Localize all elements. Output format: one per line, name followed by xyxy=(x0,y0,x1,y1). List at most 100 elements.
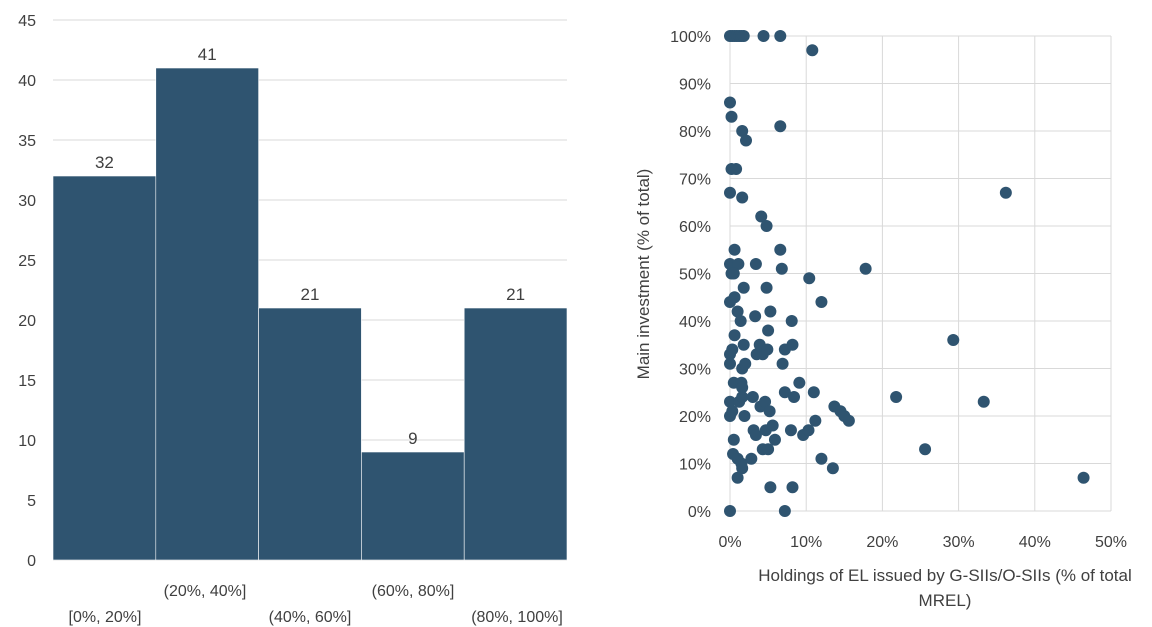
scatter-point xyxy=(807,386,820,399)
scatter-point xyxy=(764,305,777,318)
histogram-bar xyxy=(361,451,465,561)
scatter-point xyxy=(919,443,932,456)
scatter-point xyxy=(890,391,903,403)
bar-y-tick-label: 45 xyxy=(18,13,36,30)
bar-data-label: 21 xyxy=(301,285,320,304)
scatter-point xyxy=(737,338,750,351)
bar-data-label: 41 xyxy=(198,45,217,64)
scatter-y-tick-label: 90% xyxy=(679,77,711,94)
scatter-point xyxy=(724,96,736,109)
scatter-y-tick-label: 80% xyxy=(679,124,711,141)
scatter-point xyxy=(727,267,740,280)
scatter-point xyxy=(1077,471,1090,484)
bar-y-tick-label: 0 xyxy=(27,553,36,570)
scatter-point xyxy=(736,381,749,394)
scatter-point xyxy=(763,405,776,418)
scatter-point xyxy=(745,452,758,465)
bar-category-label: [0%, 20%] xyxy=(69,609,142,626)
scatter-x-tick-label: 0% xyxy=(718,534,741,551)
y-axis-title: Main investment (% of total) xyxy=(634,169,653,380)
scatter-x-tick-label: 40% xyxy=(1019,534,1051,551)
scatter-y-tick-label: 20% xyxy=(679,409,711,426)
scatter-y-tick-label: 100% xyxy=(670,29,711,46)
bar-y-tick-label: 25 xyxy=(18,253,36,270)
bar-y-tick-label: 5 xyxy=(27,493,36,510)
scatter-point xyxy=(775,262,788,275)
scatter-x-tick-label: 10% xyxy=(790,534,822,551)
scatter-point xyxy=(842,414,855,427)
scatter-point xyxy=(760,220,773,232)
scatter-point xyxy=(728,291,741,304)
scatter-y-tick-label: 60% xyxy=(679,219,711,236)
scatter-point xyxy=(803,272,816,285)
scatter-x-tick-label: 30% xyxy=(943,534,975,551)
scatter-point xyxy=(761,343,774,356)
scatter-point xyxy=(732,258,745,270)
x-axis-title: Holdings of EL issued by G-SIIs/O-SIIs (… xyxy=(758,566,1132,585)
histogram-chart: 0 5 10 15 20 25 30 35 40 45 32 41 21 9 21 [0%, 20%] (2… xyxy=(18,13,568,626)
scatter-point xyxy=(731,471,744,484)
bar-category-label: (60%, 80%] xyxy=(372,583,455,600)
scatter-point xyxy=(728,243,741,256)
scatter-point xyxy=(784,424,797,437)
scatter-y-tick-label: 40% xyxy=(679,314,711,331)
scatter-point xyxy=(778,505,791,517)
scatter-point xyxy=(947,334,960,346)
bar-y-tick-label: 15 xyxy=(18,373,36,390)
scatter-point xyxy=(731,305,744,318)
scatter-point xyxy=(760,281,773,294)
scatter-point xyxy=(815,296,828,308)
scatter-point xyxy=(859,262,872,275)
scatter-point xyxy=(738,410,751,422)
histogram-bar xyxy=(258,307,362,561)
scatter-point xyxy=(749,429,762,441)
histogram-bar xyxy=(52,175,157,561)
scatter-point xyxy=(736,125,749,137)
scatter-point xyxy=(728,329,741,342)
x-axis-title-line-2: MREL) xyxy=(919,591,972,610)
scatter-point xyxy=(746,391,759,403)
scatter-y-tick-label: 10% xyxy=(679,457,711,474)
scatter-point xyxy=(739,357,752,370)
scatter-point xyxy=(749,310,762,323)
scatter-point xyxy=(749,258,762,270)
scatter-point xyxy=(766,419,779,432)
scatter-point xyxy=(786,338,799,351)
scatter-point xyxy=(788,391,801,403)
scatter-point xyxy=(724,505,736,517)
scatter-point xyxy=(725,110,738,123)
scatter-point xyxy=(757,30,770,42)
scatter-x-tick-label: 20% xyxy=(866,534,898,551)
scatter-point xyxy=(764,481,777,494)
scatter-point xyxy=(737,30,750,42)
scatter-point xyxy=(826,462,839,475)
bar-category-label: (40%, 60%] xyxy=(269,609,352,626)
scatter-point xyxy=(736,391,749,403)
scatter-point xyxy=(724,395,736,408)
scatter-point xyxy=(736,462,749,475)
scatter-point xyxy=(802,424,815,437)
histogram-bar xyxy=(463,307,568,561)
bar-data-label: 21 xyxy=(506,285,525,304)
scatter-y-tick-label: 70% xyxy=(679,172,711,189)
scatter-point xyxy=(785,315,798,327)
scatter-point xyxy=(730,163,743,175)
scatter-point xyxy=(762,443,775,456)
scatter-point xyxy=(815,452,828,465)
scatter-point xyxy=(774,30,787,42)
scatter-chart: 0% 10% 20% 30% 40% 50% 60% 70% 80% 90% 100% 0% 10% 2… xyxy=(634,29,1132,610)
scatter-point xyxy=(977,395,990,408)
scatter-y-tick-label: 0% xyxy=(688,504,711,521)
scatter-point xyxy=(727,433,740,446)
scatter-point xyxy=(806,44,819,57)
histogram-bar xyxy=(155,67,259,561)
scatter-point xyxy=(737,281,750,294)
scatter-point xyxy=(786,481,799,494)
scatter-point xyxy=(734,315,747,327)
bar-data-label: 9 xyxy=(408,429,417,448)
scatter-point xyxy=(762,324,775,337)
scatter-point xyxy=(755,210,768,223)
scatter-point xyxy=(724,258,736,270)
bar-data-label: 32 xyxy=(95,153,114,172)
